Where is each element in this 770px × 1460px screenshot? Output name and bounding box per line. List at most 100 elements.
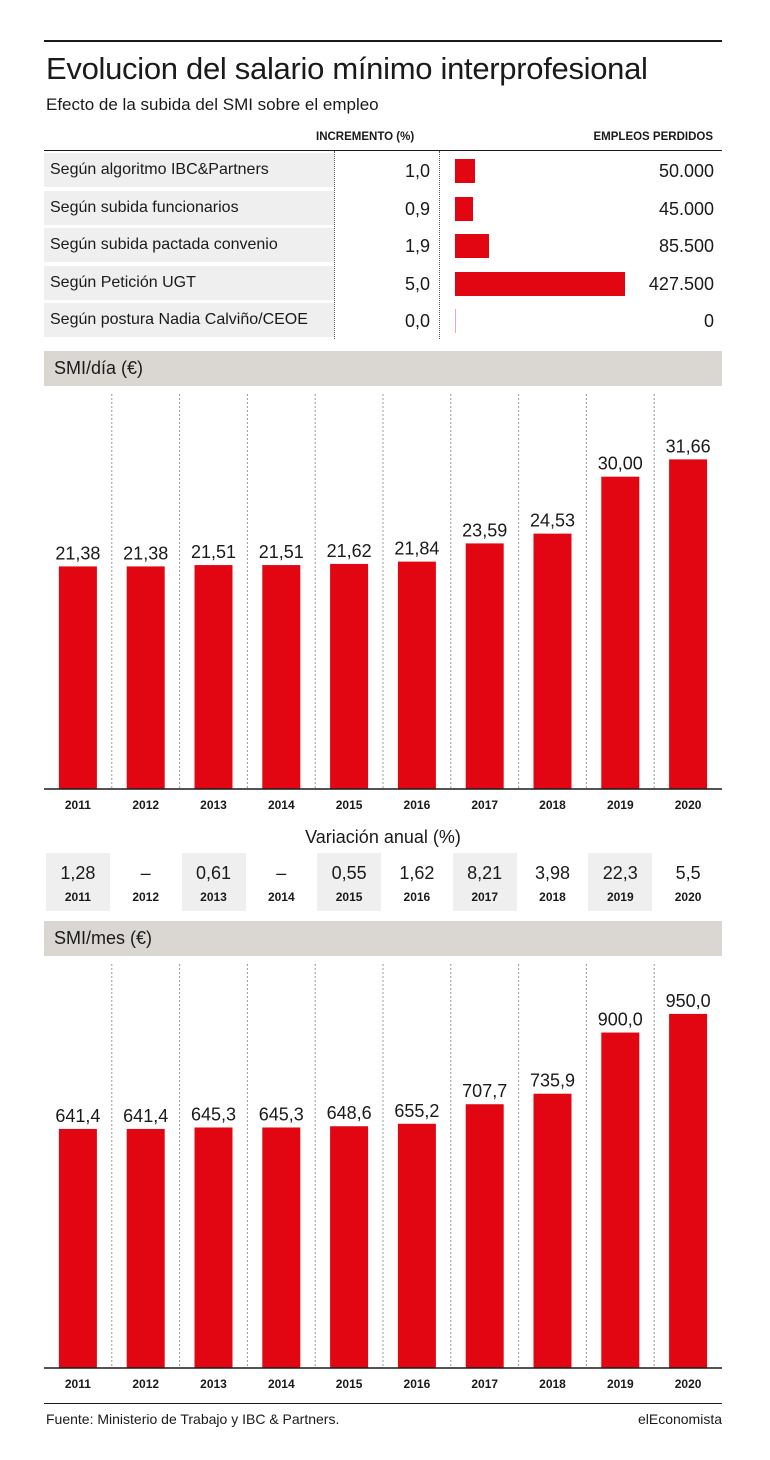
- monthly-smi-bar-chart: 641,4 2011 641,4 2012 645,3 2013 645,3 2014 648,…: [44, 964, 722, 1391]
- row-increment: 1,0: [404, 161, 430, 181]
- bar-2015: [330, 563, 369, 789]
- jobs-lost-bar: [455, 309, 456, 333]
- table-row: Según Petición UGT 5,0 427.500: [44, 265, 722, 303]
- bar-2020: [669, 459, 708, 789]
- row-shade: [44, 228, 334, 262]
- bar-2016: [397, 1123, 436, 1368]
- brand-name: elEconomista: [637, 1411, 722, 1427]
- bar-2011: [58, 566, 97, 789]
- bar-value-label: 21,84: [394, 539, 439, 559]
- footer-rule: [44, 1403, 722, 1404]
- variation-year: 2013: [200, 890, 227, 904]
- variation-cell: 3,98 2018: [521, 853, 585, 911]
- bar-value-label: 21,38: [55, 543, 100, 563]
- variation-value: 0,55: [331, 863, 367, 883]
- row-increment: 0,0: [404, 311, 430, 331]
- row-jobs-lost: 0: [703, 311, 714, 331]
- monthly-chart-header: SMI/mes (€): [44, 921, 722, 956]
- bar-2016: [397, 561, 436, 789]
- row-jobs-lost: 85.500: [658, 236, 714, 256]
- x-tick-label: 2012: [132, 1377, 159, 1391]
- bar-2017: [465, 1104, 504, 1368]
- x-tick-label: 2011: [65, 1377, 91, 1391]
- x-tick-label: 2017: [471, 1377, 498, 1391]
- bar-value-label: 707,7: [462, 1081, 507, 1101]
- variation-value: 5,5: [675, 863, 701, 883]
- bar-value-label: 23,59: [462, 520, 507, 540]
- x-tick-label: 2020: [675, 1377, 702, 1391]
- variation-cell: – 2014: [249, 853, 313, 911]
- variation-year: 2015: [335, 890, 363, 904]
- variation-year: 2019: [606, 890, 634, 904]
- row-increment: 1,9: [404, 236, 430, 256]
- daily-chart-title: SMI/día (€): [54, 358, 144, 378]
- row-jobs-lost: 45.000: [658, 198, 714, 219]
- variation-value: –: [140, 863, 151, 883]
- x-tick-label: 2019: [607, 1377, 634, 1391]
- row-label: Según Petición UGT: [50, 273, 196, 291]
- row-increment: 5,0: [404, 273, 430, 294]
- jobs-lost-bar: [455, 271, 625, 296]
- bar-2015: [330, 1126, 369, 1368]
- x-tick-label: 2017: [471, 798, 498, 812]
- x-tick-label: 2019: [607, 798, 634, 812]
- bar-value-label: 21,51: [191, 542, 236, 562]
- row-shade: [44, 265, 334, 300]
- row-label: Según subida pactada convenio: [50, 236, 278, 253]
- variation-cell: 1,28 2011: [45, 853, 110, 911]
- row-shade: [44, 190, 334, 225]
- x-tick-label: 2018: [539, 798, 566, 812]
- bar-value-label: 645,3: [259, 1104, 304, 1124]
- variation-value: 8,21: [467, 863, 503, 883]
- daily-smi-bar-chart: 21,38 2011 21,38 2012 21,51 2013 21,51 2014 21,6…: [44, 394, 722, 812]
- monthly-chart-title: SMI/mes (€): [54, 928, 153, 948]
- top-rule: [44, 40, 722, 42]
- bar-2018: [533, 533, 572, 789]
- bar-value-label: 31,66: [666, 436, 711, 456]
- variation-cell: 1,62 2016: [385, 853, 449, 911]
- variation-cell: – 2012: [114, 853, 178, 911]
- x-tick-label: 2020: [675, 798, 702, 812]
- bar-value-label: 21,62: [327, 541, 372, 561]
- x-tick-label: 2014: [268, 798, 295, 812]
- jobs-lost-bar: [455, 234, 489, 258]
- table-divider-right: [439, 151, 440, 339]
- variation-cell: 0,61 2013: [181, 853, 246, 911]
- bar-value-label: 950,0: [666, 991, 711, 1011]
- bar-2014: [262, 565, 301, 789]
- bar-2012: [126, 1128, 165, 1368]
- x-tick-label: 2012: [132, 798, 159, 812]
- variation-cell: 22,3 2019: [588, 853, 653, 911]
- source-note: Fuente: Ministerio de Trabajo y IBC & Pa…: [46, 1411, 340, 1427]
- variation-year: 2011: [64, 890, 91, 904]
- variation-value: –: [276, 863, 287, 883]
- table-row: Según algoritmo IBC&Partners 1,0 50.000: [44, 153, 722, 190]
- bar-2013: [194, 565, 233, 789]
- x-tick-label: 2014: [268, 1377, 295, 1391]
- bar-2017: [465, 543, 504, 789]
- x-tick-label: 2015: [336, 798, 363, 812]
- table-row: Según subida funcionarios 0,9 45.000: [44, 190, 722, 228]
- row-label: Según algoritmo IBC&Partners: [50, 161, 269, 178]
- table-divider-left: [334, 151, 335, 339]
- row-increment: 0,9: [404, 198, 430, 219]
- row-label: Según postura Nadia Calviño/CEOE: [50, 311, 308, 328]
- variation-value: 1,62: [399, 863, 435, 883]
- bar-value-label: 655,2: [394, 1101, 439, 1121]
- bar-2018: [533, 1093, 572, 1368]
- bar-2019: [601, 1032, 640, 1368]
- daily-chart-header: SMI/día (€): [44, 351, 722, 386]
- x-tick-label: 2013: [200, 798, 227, 812]
- variation-value: 1,28: [60, 863, 96, 883]
- variation-value: 22,3: [602, 863, 638, 883]
- variation-year: 2020: [674, 890, 702, 904]
- row-jobs-lost: 50.000: [658, 161, 714, 181]
- bar-2011: [58, 1128, 97, 1368]
- variation-year: 2016: [403, 890, 431, 904]
- increment-column-header: INCREMENTO (%): [316, 131, 415, 143]
- x-tick-label: 2016: [404, 1377, 431, 1391]
- bar-value-label: 30,00: [598, 454, 643, 474]
- bar-2020: [669, 1013, 708, 1368]
- x-tick-label: 2011: [65, 798, 91, 812]
- bar-value-label: 641,4: [55, 1106, 100, 1126]
